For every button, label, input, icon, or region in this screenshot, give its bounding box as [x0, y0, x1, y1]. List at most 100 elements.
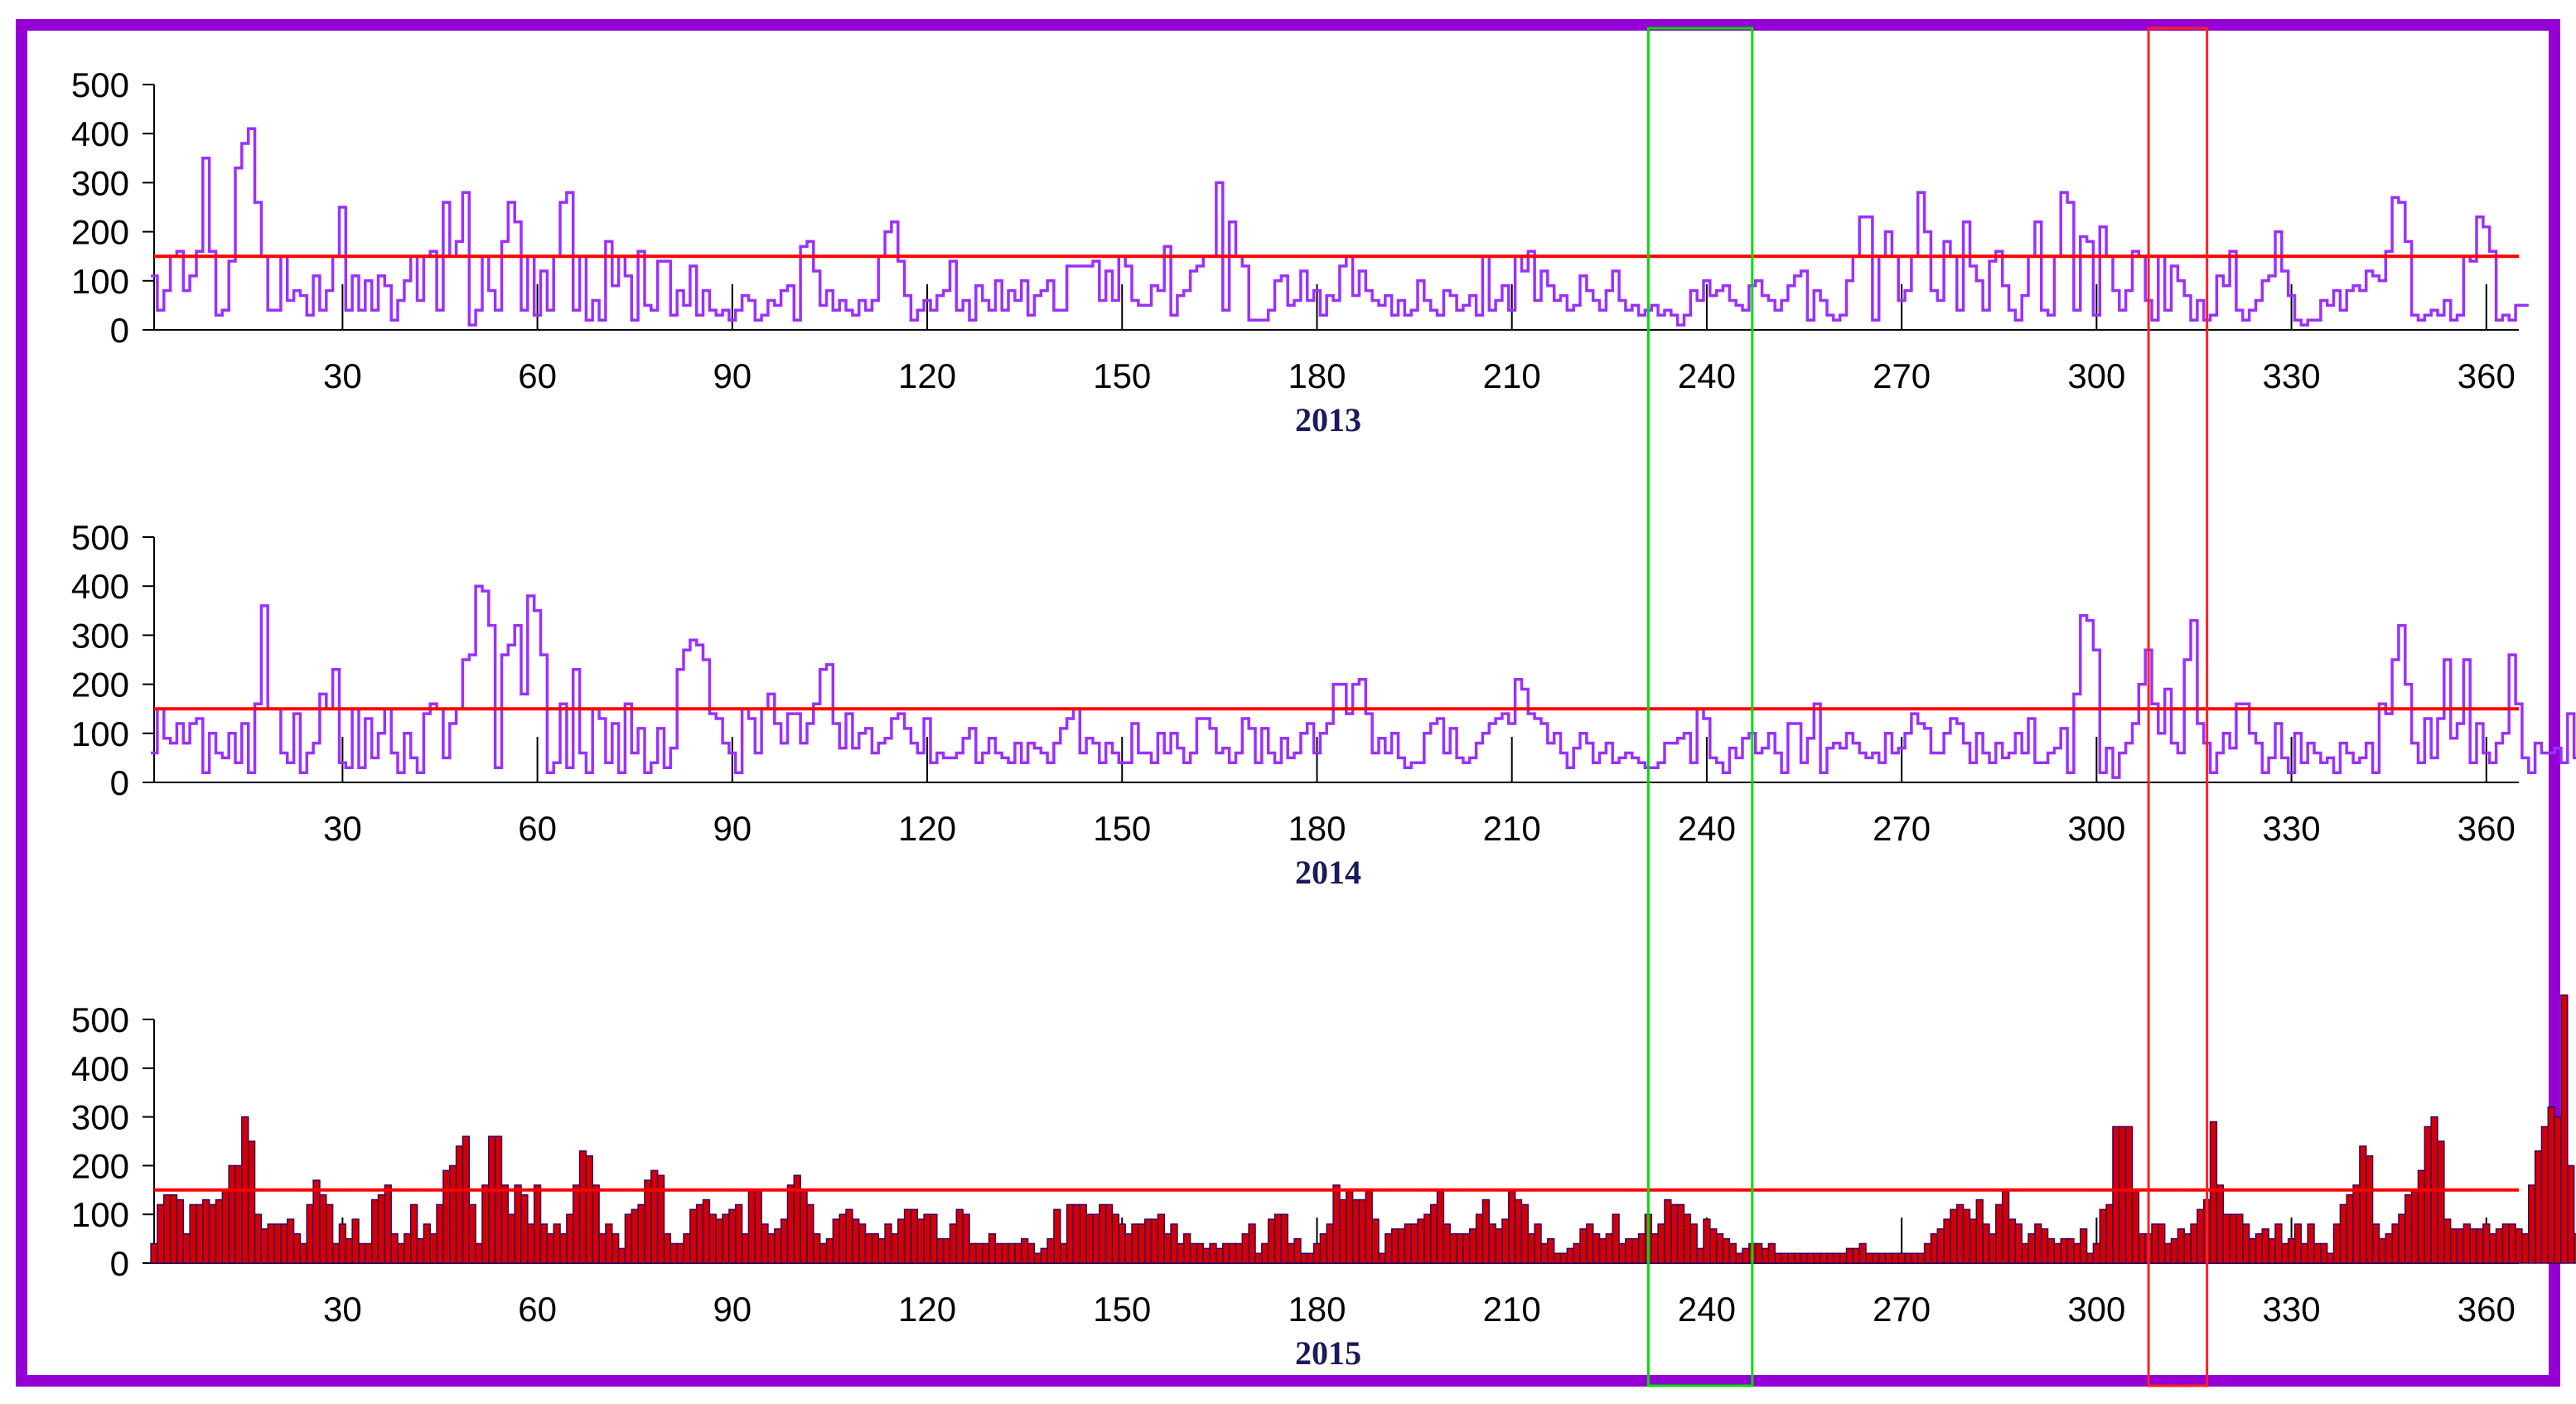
bar-day-315 — [2190, 1223, 2198, 1264]
bar-day-143 — [1072, 1203, 1081, 1264]
bar-day-108 — [845, 1208, 853, 1264]
bar-day-366 — [2521, 1232, 2530, 1264]
bar-day-107 — [839, 1213, 847, 1264]
bar-day-189 — [1371, 1218, 1380, 1264]
x-tick-label: 270 — [1873, 1290, 1931, 1329]
bar-day-214 — [1534, 1223, 1542, 1264]
bar-day-44 — [429, 1232, 437, 1264]
bar-day-307 — [2138, 1232, 2146, 1264]
bar-day-91 — [734, 1203, 743, 1264]
bar-day-223 — [1592, 1232, 1601, 1264]
bar-day-325 — [2255, 1232, 2264, 1264]
bar-day-230 — [1637, 1232, 1646, 1264]
bar-day-152 — [1131, 1223, 1139, 1264]
bar-day-69 — [592, 1184, 600, 1264]
bar-day-226 — [1612, 1213, 1620, 1264]
bar-day-246 — [1742, 1247, 1750, 1264]
bar-day-334 — [2313, 1242, 2322, 1264]
bar-day-310 — [2158, 1223, 2166, 1264]
y-tick-label: 100 — [71, 262, 129, 301]
bar-day-350 — [2417, 1169, 2426, 1264]
bar-day-160 — [1182, 1232, 1191, 1264]
bar-day-309 — [2151, 1223, 2159, 1264]
bar-day-133 — [1008, 1242, 1016, 1264]
bar-day-285 — [1995, 1203, 2003, 1264]
bar-day-244 — [1728, 1242, 1737, 1264]
bar-day-20 — [273, 1223, 282, 1264]
bar-day-119 — [916, 1218, 925, 1264]
bar-day-219 — [1566, 1247, 1574, 1264]
x-tick-label: 360 — [2458, 356, 2516, 395]
bar-day-120 — [923, 1213, 931, 1264]
bar-day-35 — [370, 1198, 379, 1264]
bar-day-88 — [715, 1218, 723, 1264]
bar-day-129 — [981, 1242, 990, 1264]
bar-day-220 — [1573, 1242, 1581, 1264]
bar-day-146 — [1092, 1213, 1100, 1264]
bar-day-32 — [351, 1218, 360, 1264]
bar-day-209 — [1501, 1218, 1510, 1264]
bar-day-298 — [2080, 1228, 2088, 1264]
bar-day-68 — [585, 1155, 593, 1264]
bar-day-211 — [1514, 1198, 1523, 1264]
x-tick-label: 120 — [898, 809, 956, 848]
y-tick-label: 500 — [71, 518, 129, 557]
bar-day-76 — [637, 1203, 645, 1264]
bar-day-167 — [1228, 1242, 1237, 1264]
bar-day-72 — [611, 1232, 620, 1264]
bar-day-301 — [2099, 1208, 2107, 1264]
bar-day-58 — [520, 1193, 529, 1264]
bar-day-166 — [1222, 1242, 1230, 1264]
x-tick-label: 270 — [1873, 356, 1931, 395]
bar-day-80 — [663, 1232, 672, 1264]
bar-day-197 — [1423, 1213, 1432, 1264]
bar-day-48 — [455, 1145, 464, 1264]
bar-day-164 — [1209, 1242, 1217, 1264]
bar-day-188 — [1365, 1189, 1373, 1264]
bar-day-154 — [1143, 1218, 1153, 1264]
bar-day-245 — [1735, 1252, 1743, 1264]
bar-day-183 — [1332, 1184, 1341, 1264]
x-tick-label: 240 — [1678, 356, 1736, 395]
bar-day-168 — [1235, 1242, 1244, 1264]
bar-day-82 — [676, 1242, 684, 1264]
bar-day-196 — [1417, 1218, 1425, 1264]
green-window-box — [1646, 27, 1754, 1387]
bar-day-239 — [1696, 1247, 1704, 1264]
bar-day-55 — [500, 1184, 510, 1264]
bar-day-51 — [475, 1242, 483, 1264]
bar-day-293 — [2047, 1237, 2056, 1264]
bar-day-124 — [949, 1223, 958, 1264]
bar-day-85 — [695, 1203, 704, 1264]
bar-day-56 — [507, 1213, 515, 1264]
bar-day-61 — [539, 1223, 549, 1264]
highlight-windows — [1646, 27, 2209, 1387]
bar-day-40 — [404, 1232, 412, 1264]
bar-day-313 — [2177, 1228, 2185, 1264]
bar-day-49 — [462, 1135, 471, 1264]
bar-day-306 — [2131, 1189, 2140, 1264]
bar-day-37 — [384, 1184, 392, 1264]
bar-day-147 — [1099, 1203, 1107, 1264]
bar-day-203 — [1462, 1232, 1471, 1264]
bar-day-363 — [2501, 1223, 2510, 1264]
bar-day-16 — [247, 1140, 256, 1264]
bar-day-282 — [1975, 1198, 1984, 1264]
bar-day-114 — [884, 1223, 892, 1264]
bar-day-241 — [1709, 1228, 1718, 1264]
bar-day-225 — [1605, 1232, 1613, 1264]
bar-day-130 — [988, 1232, 997, 1264]
bar-day-233 — [1657, 1223, 1665, 1264]
bar-day-300 — [2092, 1242, 2101, 1264]
y-tick-label: 400 — [71, 1049, 129, 1088]
bar-day-291 — [2034, 1223, 2042, 1264]
bar-day-155 — [1150, 1218, 1159, 1264]
bar-day-66 — [572, 1184, 581, 1264]
x-tick-label: 360 — [2458, 1290, 2516, 1329]
bar-day-345 — [2385, 1232, 2393, 1264]
bar-day-98 — [780, 1218, 789, 1264]
y-tick-label: 200 — [71, 213, 129, 252]
panel-2015: 0 100 200 300 400 500 30 60 90 120 150 180 210 240 270… — [71, 994, 2576, 1372]
bar-day-50 — [468, 1203, 476, 1264]
x-tick-label: 30 — [323, 1290, 362, 1329]
